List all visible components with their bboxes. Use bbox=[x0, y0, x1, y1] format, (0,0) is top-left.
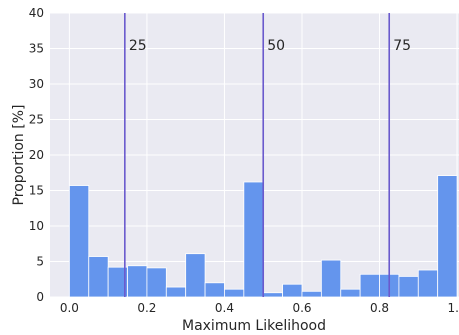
x-tick-label: 0.0 bbox=[60, 301, 79, 315]
histogram-bar bbox=[262, 292, 284, 298]
histogram-bar bbox=[437, 175, 458, 298]
y-axis-label: Proportion [%] bbox=[11, 105, 27, 206]
percentile-lines: 25 50 75 bbox=[124, 13, 411, 297]
percentile-label: 25 bbox=[129, 38, 147, 54]
histogram-bar bbox=[146, 267, 167, 298]
histogram-bar bbox=[88, 256, 109, 298]
x-tick-label: 0.8 bbox=[370, 301, 389, 315]
percentile-label: 50 bbox=[267, 38, 285, 54]
x-tick-label: 0.4 bbox=[215, 301, 234, 315]
histogram-bar bbox=[417, 269, 439, 298]
y-tick-label: 0 bbox=[36, 290, 44, 304]
histogram-bar bbox=[320, 259, 342, 298]
y-tick-label: 10 bbox=[29, 219, 44, 233]
y-tick-label: 15 bbox=[29, 184, 44, 198]
histogram-bar bbox=[185, 253, 206, 298]
x-axis-label: Maximum Likelihood bbox=[182, 318, 326, 334]
percentile-label: 75 bbox=[393, 38, 411, 54]
histogram-bar bbox=[282, 283, 303, 298]
y-tick-label: 35 bbox=[29, 42, 44, 56]
histogram-bar bbox=[224, 288, 245, 298]
y-tick-label: 5 bbox=[36, 255, 44, 269]
x-axis-ticks: 0.0 0.2 0.4 0.6 0.8 1.0 bbox=[60, 301, 459, 315]
x-tick-label: 0.6 bbox=[292, 301, 311, 315]
histogram-bars bbox=[68, 175, 458, 298]
histogram-bar bbox=[165, 286, 187, 298]
histogram-bar bbox=[359, 273, 380, 298]
histogram-bar bbox=[127, 265, 148, 298]
x-tick-label: 1.0 bbox=[448, 301, 459, 315]
histogram-bar bbox=[301, 290, 322, 298]
histogram-bar bbox=[68, 185, 90, 298]
y-tick-label: 30 bbox=[29, 77, 44, 91]
histogram-bar bbox=[204, 282, 225, 298]
y-tick-label: 25 bbox=[29, 113, 44, 127]
histogram-bar bbox=[243, 181, 264, 298]
y-axis-ticks: 0 5 10 15 20 25 30 35 40 bbox=[29, 6, 44, 304]
x-tick-label: 0.2 bbox=[137, 301, 156, 315]
histogram-bar bbox=[340, 288, 361, 298]
y-tick-label: 20 bbox=[29, 148, 44, 162]
y-tick-label: 40 bbox=[29, 6, 44, 20]
histogram-bar bbox=[398, 276, 419, 298]
